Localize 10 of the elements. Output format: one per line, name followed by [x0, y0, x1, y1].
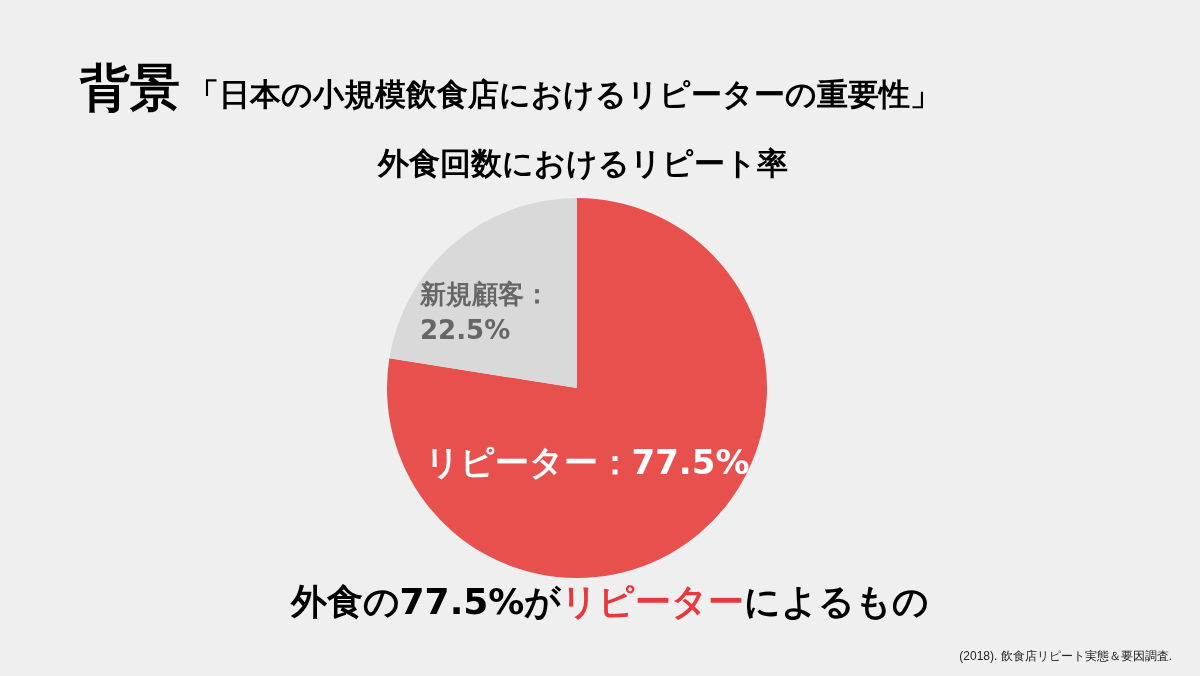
text: によるもの — [744, 581, 930, 622]
slice-label: リピーター — [561, 581, 745, 622]
slice-label: 新規顧客：22.5% — [420, 277, 551, 347]
chart-title: 背景 — [80, 59, 180, 117]
text: 外食の77.5%が — [290, 581, 562, 622]
text: 外食回数におけるリピート率 — [376, 144, 789, 183]
chart-subtitle: 「日本の小規模飲食店におけるリピーターの重要性」 — [188, 76, 941, 112]
text: (2018). 飲食店リピート実態＆要因調査. — [959, 648, 1172, 665]
category-label: リピーター：77.5% — [424, 442, 750, 483]
pie-slice — [387, 198, 767, 578]
